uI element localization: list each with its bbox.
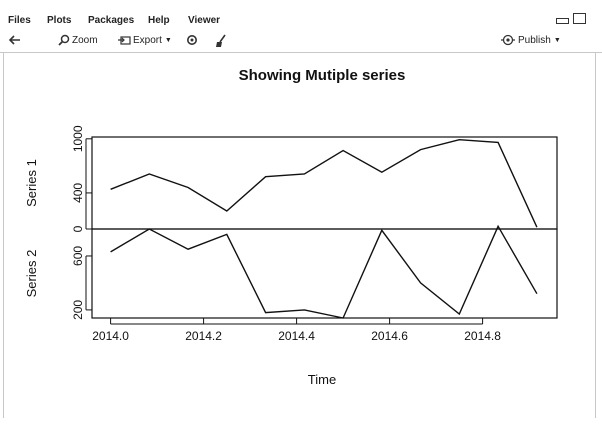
publish-label: Publish (518, 34, 551, 46)
panel-series-2: 200 600 Series 2 (24, 224, 558, 320)
y-tick-label: 600 (71, 246, 85, 266)
export-label: Export (133, 34, 162, 46)
x-tick-label: 2014.2 (185, 329, 222, 343)
pane-tab-bar: Files Plots Packages Help Viewer (0, 0, 602, 30)
y-axis-label: Series 2 (24, 250, 39, 298)
y-axis-label: Series 1 (24, 159, 39, 207)
y-tick-label: 1000 (71, 125, 85, 152)
series-line (110, 138, 538, 228)
zoom-button[interactable]: Zoom (58, 34, 98, 46)
x-axis: 2014.0 2014.2 2014.4 2014.6 2014.8 (92, 318, 501, 343)
magnifier-icon (58, 34, 70, 46)
y-tick-label: 200 (71, 300, 85, 320)
tab-plots[interactable]: Plots (47, 15, 72, 26)
remove-plot-button[interactable] (186, 34, 198, 46)
y-tick-label: 0 (71, 225, 85, 232)
export-icon (118, 36, 131, 45)
clear-plots-button[interactable] (214, 34, 228, 48)
remove-plot-icon (187, 35, 197, 45)
chevron-down-icon: ▼ (164, 36, 172, 44)
tab-help[interactable]: Help (148, 15, 170, 26)
chart-title: Showing Mutiple series (239, 67, 406, 84)
x-tick-label: 2014.8 (464, 329, 501, 343)
x-axis-label: Time (308, 372, 336, 387)
tab-viewer[interactable]: Viewer (188, 15, 221, 26)
panel-series-1: 0 400 1000 Series 1 (24, 125, 558, 232)
minimize-icon[interactable] (556, 18, 569, 24)
broom-icon (216, 34, 226, 47)
panel-frame (91, 136, 558, 230)
x-tick-label: 2014.4 (278, 329, 315, 343)
publish-button[interactable]: Publish ▼ (500, 34, 561, 46)
x-tick-label: 2014.6 (371, 329, 408, 343)
pane-border-right (595, 53, 596, 418)
export-button[interactable]: Export ▼ (117, 34, 172, 46)
publish-icon (501, 34, 515, 46)
series-line (110, 224, 538, 319)
plots-toolbar: Zoom Export ▼ Publish ▼ (0, 30, 602, 53)
zoom-label: Zoom (72, 34, 98, 46)
pane-border-left (3, 53, 4, 418)
x-tick-label: 2014.0 (92, 329, 129, 343)
maximize-icon[interactable] (573, 13, 586, 24)
tab-packages[interactable]: Packages (88, 15, 135, 26)
panel-frame (91, 228, 558, 319)
arrow-left-icon (8, 35, 20, 45)
tab-files[interactable]: Files (8, 15, 31, 26)
chevron-down-icon: ▼ (553, 36, 561, 44)
y-tick-label: 400 (71, 183, 85, 203)
back-button[interactable] (8, 34, 22, 46)
